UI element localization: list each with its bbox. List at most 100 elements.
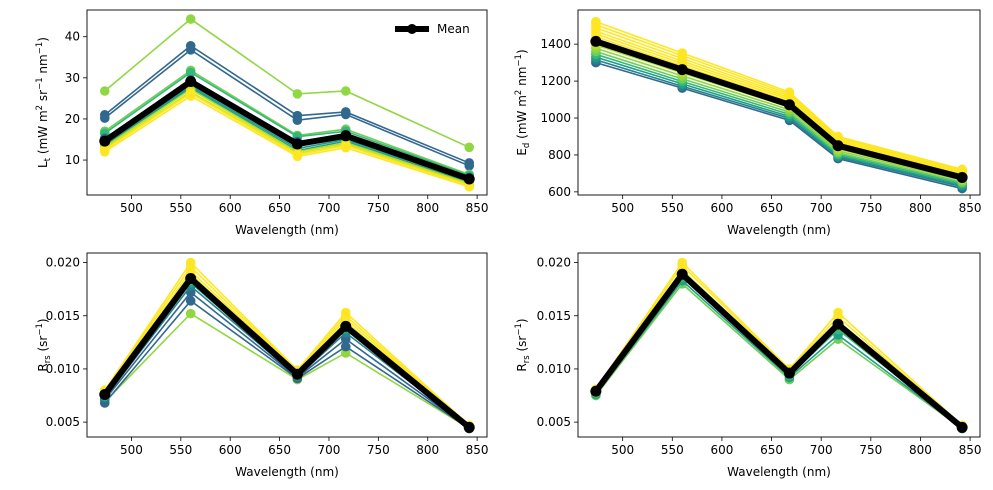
series-line	[595, 273, 963, 429]
series-point	[99, 113, 110, 123]
y-tick-label: 1200	[540, 74, 571, 88]
x-tick-label: 600	[219, 443, 242, 457]
mean-point	[185, 273, 197, 285]
series-line	[595, 268, 963, 427]
mean-point	[340, 130, 352, 142]
y-axis-label: Rrs (sr−1)	[35, 318, 53, 371]
chart-panel-bottom-left: 500 550 600 650 700 750 800 850 0.005 0.010 0.015 0…	[35, 252, 489, 479]
series-line	[104, 269, 470, 427]
mean-point	[956, 421, 968, 433]
x-tick-label: 700	[810, 201, 833, 215]
series-point	[677, 257, 688, 268]
axes-frame	[577, 9, 981, 196]
axes-frame	[86, 9, 488, 196]
series-point	[464, 142, 475, 153]
x-tick-label: 700	[318, 443, 341, 457]
x-tick-label: 550	[661, 201, 684, 215]
series-point	[99, 147, 110, 157]
series-point	[292, 89, 303, 99]
y-tick-label: 0.020	[46, 256, 80, 270]
y-axis-label: Lt (mW m2 sr−1 nm−1)	[35, 37, 53, 168]
x-tick-label: 650	[268, 201, 291, 215]
series-point	[292, 151, 303, 162]
x-tick-label: 650	[268, 443, 291, 457]
x-tick-label: 550	[169, 443, 192, 457]
mean-line	[102, 275, 472, 430]
chart-panel-top-right: 500 550 600 650 700 750 800 850 600 800 1000 1200 14…	[514, 9, 982, 237]
x-axis-label: Wavelength (nm)	[235, 465, 339, 479]
series-point	[677, 48, 688, 58]
series-line	[104, 261, 470, 426]
series-point	[185, 296, 196, 306]
y-tick-label: 10	[65, 153, 80, 167]
y-axis-label: Rrs (sr−1)	[514, 318, 532, 371]
mean-point	[590, 35, 602, 47]
mean-point	[590, 385, 602, 397]
mean-point	[99, 388, 111, 400]
series-line	[104, 276, 470, 429]
series-line	[595, 279, 963, 430]
axes-frame	[86, 252, 488, 438]
mean-point	[832, 318, 844, 330]
x-tick-label: 800	[909, 443, 932, 457]
x-tick-label: 850	[959, 201, 982, 215]
x-tick-label: 800	[909, 201, 932, 215]
y-tick-label: 0.005	[537, 415, 571, 429]
x-tick-label: 700	[810, 443, 833, 457]
x-tick-label: 500	[120, 201, 143, 215]
series-point	[833, 307, 843, 318]
series-point	[340, 86, 351, 96]
x-tick-label: 500	[611, 443, 634, 457]
series-point	[833, 131, 843, 142]
y-tick-label: 0.015	[46, 309, 80, 323]
mean-point	[463, 173, 475, 185]
series-point	[185, 14, 196, 24]
series-line	[595, 264, 963, 427]
chart-panel-top-left: 500 550 600 650 700 750 800 850 10 20 30 40 Waveleng…	[35, 9, 489, 237]
x-tick-label: 700	[318, 201, 341, 215]
y-tick-label: 0.010	[537, 362, 571, 376]
mean-point	[99, 135, 111, 147]
series-line	[595, 261, 963, 426]
x-tick-label: 850	[959, 443, 982, 457]
x-axis-label: Wavelength (nm)	[235, 223, 339, 237]
series-line	[104, 18, 470, 149]
series-point	[185, 308, 196, 319]
series-line	[104, 273, 470, 427]
x-tick-label: 600	[710, 201, 733, 215]
x-tick-label: 500	[611, 201, 634, 215]
mean-point	[832, 140, 844, 152]
y-axis-label: Ed (mW m2 nm−1)	[514, 49, 532, 155]
x-tick-label: 600	[219, 201, 242, 215]
series-line	[595, 276, 963, 429]
series-point	[99, 86, 110, 96]
series-point	[340, 307, 351, 318]
mean-point	[956, 171, 968, 183]
x-tick-label: 850	[466, 443, 489, 457]
y-tick-label: 1400	[540, 37, 571, 51]
series-point	[185, 67, 196, 78]
mean-point	[291, 368, 303, 380]
mean-point	[463, 421, 475, 433]
series-point	[464, 181, 475, 192]
x-tick-label: 750	[859, 201, 882, 215]
x-tick-label: 750	[367, 201, 390, 215]
x-tick-label: 750	[367, 443, 390, 457]
x-axis-label: Wavelength (nm)	[727, 465, 831, 479]
y-tick-label: 800	[548, 148, 571, 162]
series-point	[340, 341, 351, 352]
x-tick-label: 750	[859, 443, 882, 457]
series-line	[595, 282, 963, 430]
legend-marker	[407, 24, 417, 34]
y-tick-label: 0.015	[537, 309, 571, 323]
series-line	[104, 284, 470, 429]
x-tick-label: 550	[661, 443, 684, 457]
legend-label: Mean	[437, 22, 470, 36]
y-tick-label: 0.005	[46, 415, 80, 429]
chart-panel-bottom-right: 500 550 600 650 700 750 800 850 0.005 0.010 0.015 0…	[514, 252, 982, 479]
mean-point	[185, 76, 197, 88]
series-line	[104, 279, 470, 429]
x-tick-label: 550	[169, 201, 192, 215]
x-tick-label: 650	[760, 443, 783, 457]
